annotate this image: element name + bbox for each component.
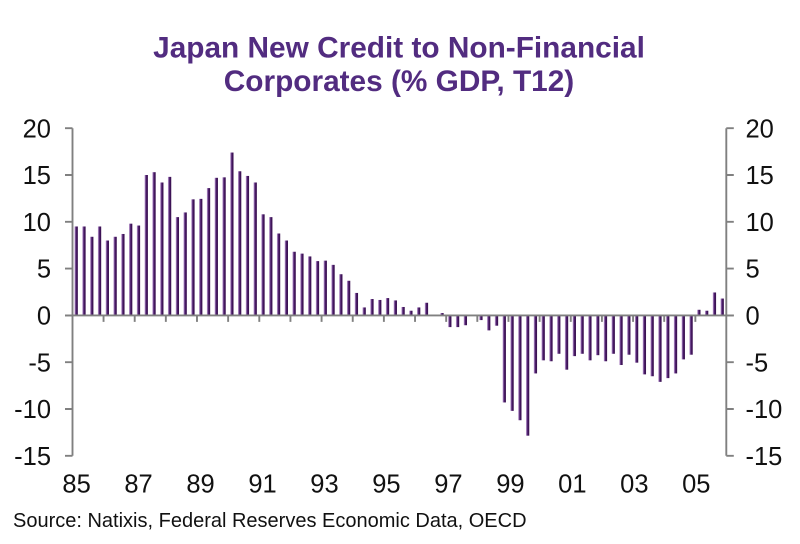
svg-text:01: 01 — [558, 471, 586, 499]
svg-text:Source: Natixis, Federal Reser: Source: Natixis, Federal Reserves Econom… — [13, 510, 527, 532]
svg-text:-10: -10 — [746, 396, 783, 424]
svg-text:20: 20 — [746, 115, 774, 143]
svg-text:05: 05 — [682, 471, 710, 499]
svg-text:-15: -15 — [746, 443, 783, 471]
svg-text:85: 85 — [62, 471, 90, 499]
svg-text:15: 15 — [746, 162, 774, 190]
svg-text:20: 20 — [23, 115, 51, 143]
svg-text:89: 89 — [186, 471, 214, 499]
svg-text:15: 15 — [23, 162, 51, 190]
svg-text:10: 10 — [23, 209, 51, 237]
svg-text:93: 93 — [310, 471, 338, 499]
svg-text:Japan New Credit to Non-Financ: Japan New Credit to Non-Financial — [153, 32, 645, 65]
svg-text:91: 91 — [248, 471, 276, 499]
svg-text:Corporates (% GDP, T12): Corporates (% GDP, T12) — [224, 65, 574, 98]
svg-text:97: 97 — [434, 471, 462, 499]
svg-text:-15: -15 — [14, 443, 51, 471]
svg-text:03: 03 — [620, 471, 648, 499]
svg-text:-10: -10 — [14, 396, 51, 424]
svg-text:-5: -5 — [746, 349, 769, 377]
svg-text:95: 95 — [372, 471, 400, 499]
svg-text:0: 0 — [37, 303, 51, 331]
svg-text:-5: -5 — [28, 349, 51, 377]
svg-text:5: 5 — [746, 256, 760, 284]
svg-text:99: 99 — [496, 471, 524, 499]
svg-text:0: 0 — [746, 303, 760, 331]
svg-text:5: 5 — [37, 256, 51, 284]
svg-text:10: 10 — [746, 209, 774, 237]
svg-text:87: 87 — [124, 471, 152, 499]
